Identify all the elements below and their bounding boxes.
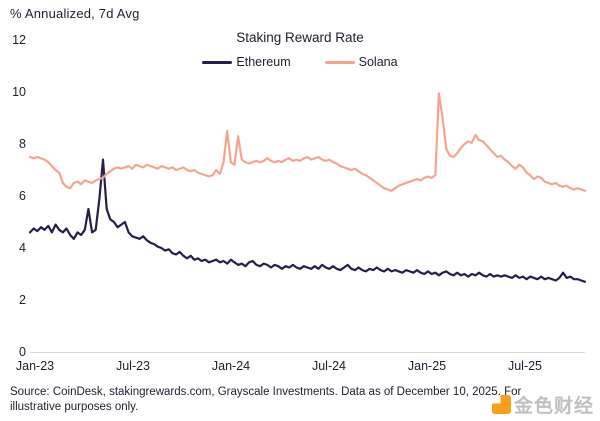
y-tick-label: 10 xyxy=(12,85,26,99)
y-tick-label: 12 xyxy=(12,33,26,47)
y-tick-label: 8 xyxy=(19,137,26,151)
x-tick-label: Jan-23 xyxy=(15,359,55,373)
x-tick-label: Jan-24 xyxy=(211,359,251,373)
y-tick-label: 0 xyxy=(19,345,26,359)
legend-swatch-solana xyxy=(324,60,355,64)
jinse-logo-icon xyxy=(491,395,511,414)
chart-legend: Ethereum Solana xyxy=(0,55,600,69)
source-note: Source: CoinDesk, stakingrewards.com, Gr… xyxy=(10,386,522,414)
legend-item-ethereum: Ethereum xyxy=(202,55,291,69)
x-tick-label: Jul-25 xyxy=(507,359,543,373)
series-line-ethereum xyxy=(28,158,587,283)
legend-label: Ethereum xyxy=(236,55,291,69)
x-tick-label: Jul-23 xyxy=(115,359,151,373)
y-tick-label: 2 xyxy=(19,293,26,307)
watermark: 金色财经 xyxy=(491,391,594,418)
chart-title: Staking Reward Rate xyxy=(236,30,364,45)
y-tick-label: 6 xyxy=(19,189,26,203)
x-tick-label: Jan-25 xyxy=(407,359,447,373)
series-line-solana xyxy=(28,92,587,192)
x-tick-label: Jul-24 xyxy=(311,359,347,373)
y-axis-title: % Annualized, 7d Avg xyxy=(10,6,140,21)
y-tick-label: 4 xyxy=(19,241,26,255)
legend-label: Solana xyxy=(358,55,398,69)
legend-swatch-ethereum xyxy=(202,60,233,64)
watermark-text: 金色财经 xyxy=(513,395,594,417)
legend-item-solana: Solana xyxy=(324,55,398,69)
